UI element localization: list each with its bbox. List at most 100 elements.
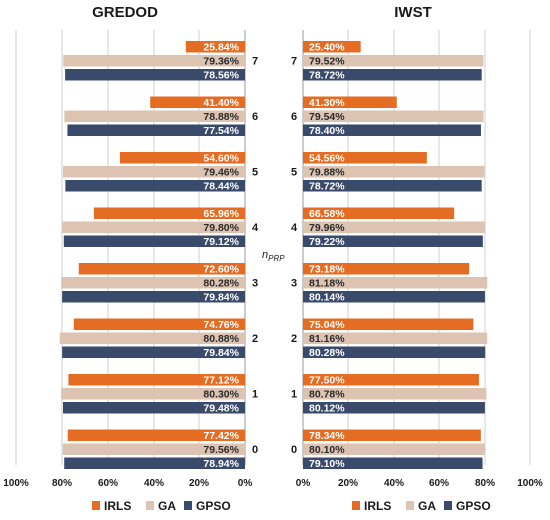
data-label: 65.96% [203,208,239,220]
bar-gpso [303,346,486,358]
bar-irls [185,41,245,53]
bar-gpso [303,457,483,469]
bar-irls [303,263,470,275]
category-label: 5 [252,167,258,179]
category-label: 6 [291,111,297,123]
data-label: 79.96% [309,222,345,234]
category-label: 2 [252,333,258,345]
data-label: 25.84% [203,42,239,54]
bar-irls [303,374,479,386]
legend-swatch-ga [146,501,154,510]
data-label: 79.88% [309,167,345,179]
data-label: 79.48% [203,403,239,415]
bar-irls [303,207,455,219]
category-label: 1 [291,389,297,401]
data-label: 41.30% [309,97,345,109]
bar-gpso [303,124,481,136]
data-label: 78.94% [203,458,239,470]
x-tick-label: 100% [517,478,543,489]
legend-swatch-ga [406,501,414,510]
x-tick-label: 60% [429,478,449,489]
data-label: 77.12% [203,375,239,387]
legend-label-irls: IRLS [104,499,131,513]
category-label: 4 [252,222,259,234]
data-label: 80.12% [309,403,345,415]
data-label: 80.28% [203,278,239,290]
data-label: 80.88% [203,333,239,345]
data-label: 78.88% [203,111,239,123]
legend-label-irls: IRLS [364,499,391,513]
bar-irls [303,429,481,441]
data-label: 79.10% [309,458,345,470]
panel-title: GREDOD [92,4,158,21]
bar-irls [303,96,397,108]
bar-ga [303,166,485,178]
data-label: 79.12% [203,236,239,248]
data-label: 78.56% [203,70,239,82]
data-label: 77.54% [203,125,239,137]
bar-irls [68,374,245,386]
category-label: 2 [291,333,297,345]
data-label: 74.76% [203,319,239,331]
bar-irls [303,152,427,164]
bar-ga [61,388,245,400]
data-label: 79.22% [309,236,345,248]
category-label: 0 [252,444,258,456]
data-label: 78.72% [309,70,345,82]
bar-ga [63,166,246,178]
data-label: 79.80% [203,222,239,234]
data-label: 54.56% [309,153,345,165]
x-tick-label: 40% [144,478,164,489]
bar-gpso [303,180,482,192]
bar-irls [150,96,245,108]
data-label: 25.40% [309,42,345,54]
data-label: 79.52% [309,56,345,68]
bar-gpso [67,124,245,136]
data-label: 79.54% [309,111,345,123]
center-axis-label: nPRP [262,249,285,263]
data-label: 75.04% [309,319,345,331]
data-label: 80.28% [309,347,345,359]
bar-irls [78,263,245,275]
category-label: 3 [252,278,258,290]
panel-title: IWST [394,4,432,21]
bar-ga [64,110,245,122]
legend-label-gpso: GPSO [196,499,231,513]
category-label: 1 [252,389,258,401]
bar-ga [62,443,245,455]
legend-swatch-irls [92,501,100,510]
data-label: 79.56% [203,444,239,456]
bar-ga [303,55,484,67]
data-label: 79.84% [203,347,239,359]
data-label: 54.60% [203,153,239,165]
data-label: 81.18% [309,278,345,290]
bar-irls [303,41,361,53]
category-label: 0 [291,444,297,456]
data-label: 80.78% [309,389,345,401]
bar-irls [303,318,474,330]
x-tick-label: 20% [189,478,209,489]
bar-gpso [62,402,245,414]
bar-irls [93,207,245,219]
category-label: 4 [291,222,298,234]
category-label: 7 [291,56,297,68]
data-label: 79.84% [203,292,239,304]
data-label: 80.30% [203,389,239,401]
data-label: 66.58% [309,208,345,220]
data-label: 80.10% [309,444,345,456]
category-label: 3 [291,278,297,290]
data-label: 79.46% [203,167,239,179]
bar-ga [63,55,246,67]
bar-ga [303,443,485,455]
bar-ga [303,332,488,344]
x-tick-label: 80% [475,478,495,489]
bar-gpso [303,69,482,81]
bar-ga [303,277,488,289]
x-tick-label: 20% [338,478,358,489]
data-label: 77.50% [309,375,345,387]
bar-ga [59,332,245,344]
legend-label-gpso: GPSO [456,499,491,513]
data-label: 41.40% [203,97,239,109]
bar-irls [119,152,245,164]
